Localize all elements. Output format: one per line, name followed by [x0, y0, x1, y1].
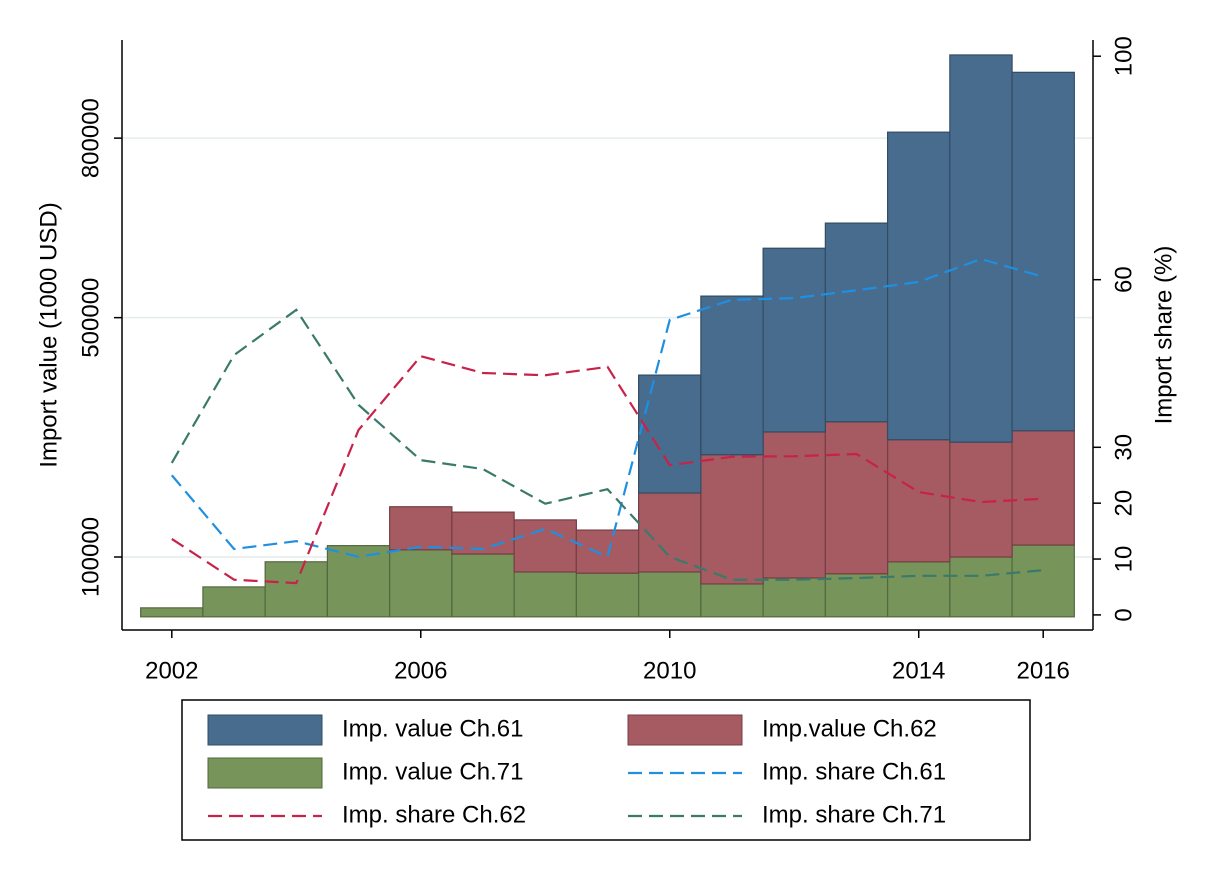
- y2-tick-label: 30: [1110, 434, 1137, 461]
- y2-tick-label: 20: [1110, 490, 1137, 517]
- legend-label: Imp. share Ch.71: [762, 801, 946, 828]
- bar: [824, 421, 889, 575]
- line: [171, 354, 1044, 585]
- bar: [451, 553, 515, 618]
- bar: [762, 577, 826, 618]
- bar: [638, 374, 702, 494]
- x-tick-label: 2014: [892, 657, 945, 684]
- bar: [389, 549, 453, 618]
- bar: [762, 247, 826, 433]
- bar: [700, 583, 764, 618]
- legend: Imp. value Ch.61 Imp.value Ch.62 Imp. valu…: [207, 714, 946, 828]
- bar: [202, 586, 266, 618]
- y-axis-label: Import value (1000 USD): [35, 202, 62, 467]
- y2-tick-label: 0: [1110, 608, 1137, 621]
- bar: [949, 54, 1013, 443]
- bar: [451, 511, 515, 555]
- legend-label: Imp. share Ch.62: [342, 801, 526, 828]
- y2-tick-label: 60: [1110, 266, 1137, 293]
- y-tick-label: 100000: [77, 517, 104, 597]
- y2-axis-label: Import share (%): [1150, 246, 1177, 425]
- legend-label: Imp.value Ch.62: [762, 715, 937, 742]
- bar: [886, 561, 951, 618]
- legend-box: [181, 699, 1031, 841]
- x-tick-label: 2002: [145, 657, 198, 684]
- bar: [575, 529, 640, 574]
- y-tick-label: 800000: [77, 98, 104, 178]
- bar: [1011, 430, 1075, 546]
- bar: [513, 571, 577, 618]
- x-tick-label: 2016: [1017, 657, 1070, 684]
- line: [170, 308, 1044, 581]
- legend-swatch: [207, 714, 323, 746]
- bar: [513, 519, 577, 573]
- bar: [1011, 71, 1075, 432]
- bar: [824, 573, 889, 618]
- legend-label: Imp. value Ch.61: [342, 715, 523, 742]
- x-tick-label: 2006: [394, 657, 447, 684]
- line: [170, 257, 1044, 559]
- bar: [949, 556, 1013, 618]
- bar: [886, 439, 951, 563]
- legend-label: Imp. value Ch.71: [342, 758, 523, 785]
- bar: [1011, 544, 1075, 618]
- y2-tick-label: 10: [1110, 546, 1137, 573]
- bar: [638, 571, 702, 618]
- legend-swatch: [207, 757, 323, 789]
- bar: [824, 222, 889, 423]
- x-tick-label: 2010: [643, 657, 696, 684]
- y-tick-label: 500000: [77, 278, 104, 358]
- bar: [575, 572, 640, 618]
- bar: [140, 607, 204, 618]
- bar: [389, 506, 453, 551]
- bar: [700, 295, 764, 456]
- bar: [762, 431, 826, 579]
- y2-tick-label: 100: [1110, 36, 1137, 76]
- bar: [700, 454, 764, 585]
- legend-swatch: [627, 714, 743, 746]
- bar: [264, 561, 329, 618]
- legend-label: Imp. share Ch.61: [762, 758, 946, 785]
- bar: [949, 441, 1013, 558]
